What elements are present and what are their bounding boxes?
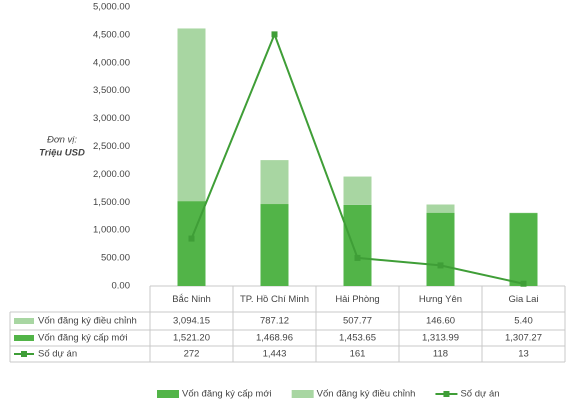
- bar: [509, 213, 538, 286]
- legend-key: [21, 351, 27, 357]
- y-tick-label: 0.00: [112, 281, 131, 292]
- y-tick-label: 1,500.00: [93, 197, 130, 208]
- bar: [260, 160, 289, 205]
- x-tick-label: Hưng Yên: [418, 293, 463, 305]
- bar: [343, 176, 372, 205]
- table-cell: 1,313.99: [422, 333, 459, 344]
- x-tick-label: TP. Hồ Chí Minh: [240, 293, 309, 305]
- legend-key: [443, 391, 450, 397]
- table-row-header: Vốn đăng ký cấp mới: [38, 333, 128, 344]
- x-tick-label: Gia Lai: [508, 293, 539, 305]
- y-tick-label: 3,000.00: [93, 113, 130, 124]
- bar: [177, 28, 206, 202]
- table-row-header: Vốn đăng ký điều chỉnh: [38, 316, 137, 327]
- table-cell: 1,307.27: [505, 333, 542, 344]
- category-cell: TP. Hồ Chí Minh: [240, 293, 309, 305]
- legend-label: Số dự án: [460, 389, 499, 400]
- category-cell: Hưng Yên: [418, 293, 463, 305]
- y-tick-label: 4,000.00: [93, 57, 130, 68]
- bar: [260, 204, 289, 286]
- table-cell: 1,468.96: [256, 333, 293, 344]
- table-row-header: Số dự án: [38, 349, 77, 360]
- table-cell: 1,443: [263, 349, 287, 360]
- table-cell: 1,521.20: [173, 333, 210, 344]
- line-marker: [520, 280, 527, 287]
- bar: [426, 212, 455, 286]
- table-cell: 146.60: [426, 316, 455, 327]
- legend-label: Vốn đăng ký điều chỉnh: [317, 389, 416, 400]
- x-tick-label: Hải Phòng: [335, 293, 380, 305]
- table-cell: 3,094.15: [173, 316, 210, 327]
- line-marker: [437, 262, 444, 269]
- y-tick-label: 1,000.00: [93, 225, 130, 236]
- x-tick-label: Bắc Ninh: [172, 293, 211, 305]
- category-cell: Hải Phòng: [335, 293, 380, 305]
- table-cell: 272: [184, 349, 200, 360]
- category-cell: Bắc Ninh: [172, 293, 211, 305]
- table-cell: 5.40: [514, 316, 533, 327]
- line-marker: [271, 31, 278, 38]
- y-tick-label: 3,500.00: [93, 85, 130, 96]
- legend-key: [14, 335, 34, 341]
- y-tick-label: 2,500.00: [93, 141, 130, 152]
- table-cell: 161: [350, 349, 366, 360]
- legend-key: [291, 390, 314, 398]
- y-axis-label: Triệu USD: [39, 148, 85, 159]
- line-marker: [188, 235, 195, 242]
- bar: [343, 204, 372, 286]
- bar: [426, 204, 455, 213]
- y-tick-label: 4,500.00: [93, 29, 130, 40]
- line-marker: [354, 254, 361, 261]
- table-cell: 507.77: [343, 316, 372, 327]
- y-tick-label: 2,000.00: [93, 169, 130, 180]
- y-tick-label: 500.00: [101, 253, 130, 264]
- table-cell: 1,453.65: [339, 333, 376, 344]
- category-cell: Gia Lai: [508, 293, 539, 305]
- table-cell: 787.12: [260, 316, 289, 327]
- legend-key: [157, 390, 179, 398]
- legend-key: [14, 318, 34, 324]
- y-tick-label: 5,000.00: [93, 2, 130, 13]
- legend-label: Vốn đăng ký cấp mới: [182, 389, 272, 400]
- table-cell: 118: [433, 349, 448, 360]
- table-cell: 13: [518, 349, 529, 360]
- y-axis-label: Đơn vị:: [47, 135, 77, 146]
